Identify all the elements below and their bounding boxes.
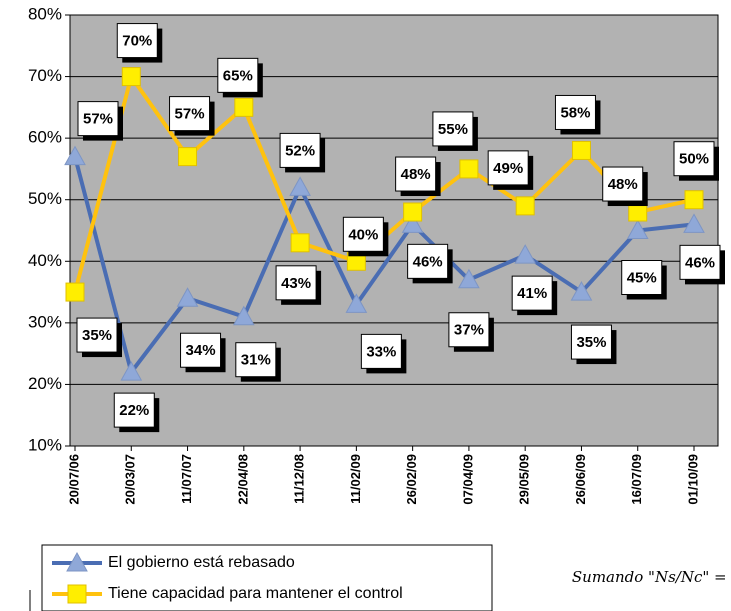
label-box [448, 312, 490, 348]
y-tick-label: 20% [28, 374, 62, 393]
marker [67, 584, 87, 604]
label-box [275, 265, 317, 301]
label-box [217, 57, 259, 93]
data-label: 52% [285, 142, 315, 159]
data-label: 33% [366, 343, 396, 360]
data-label: 22% [119, 402, 149, 419]
x-tick-label: 20/03/07 [123, 454, 138, 505]
marker [234, 97, 254, 117]
y-tick-label: 50% [28, 189, 62, 208]
data-label: 70% [122, 33, 152, 50]
marker [289, 176, 311, 196]
y-tick-label: 30% [28, 312, 62, 331]
label-box [116, 23, 158, 59]
annotation: Sumando "Ns/Nc" = 100 [572, 568, 731, 586]
data-label: 48% [608, 176, 638, 193]
marker [458, 268, 480, 289]
label-box [673, 141, 715, 177]
label-box [395, 156, 437, 192]
label-box [679, 244, 721, 280]
data-label: 48% [401, 166, 431, 183]
data-label: 45% [627, 269, 657, 286]
data-label: 40% [348, 226, 378, 243]
marker [570, 281, 593, 301]
label-box [511, 275, 553, 311]
marker [401, 213, 424, 233]
marker [403, 202, 423, 222]
x-tick-label: 01/10/09 [685, 454, 700, 505]
marker [66, 551, 88, 572]
marker [515, 196, 535, 216]
label-box [407, 243, 449, 279]
marker [683, 213, 705, 233]
legend-label: Tiene capacidad para mantener el control [108, 585, 403, 602]
marker [571, 140, 591, 160]
y-tick-label: 70% [28, 66, 62, 85]
label-box [432, 111, 474, 147]
data-label: 57% [175, 106, 205, 123]
data-label: 43% [281, 275, 311, 292]
x-tick-label: 11/12/08 [292, 454, 307, 504]
y-tick-label: 10% [28, 435, 62, 454]
x-tick-label: 07/04/09 [460, 454, 475, 505]
label-box [342, 216, 384, 252]
marker [345, 293, 368, 313]
data-label: 50% [679, 151, 709, 168]
legend-box [41, 544, 493, 611]
label-box [360, 333, 402, 369]
y-tick-label: 80% [28, 4, 62, 23]
data-label: 41% [517, 285, 547, 302]
data-label: 46% [413, 253, 443, 270]
label-box [180, 332, 222, 368]
data-label: 35% [82, 327, 112, 344]
label-box [113, 392, 155, 428]
label-box [76, 317, 118, 353]
data-label: 65% [223, 67, 253, 84]
label-box [77, 101, 119, 137]
data-label: 49% [493, 160, 523, 177]
x-tick-label: 29/05/09 [517, 454, 532, 505]
data-label: 35% [576, 334, 606, 351]
legend-label: El gobierno está rebasado [108, 554, 295, 571]
label-box [602, 166, 644, 202]
marker [176, 287, 199, 307]
x-tick-label: 11/07/07 [179, 454, 194, 504]
x-tick-label: 16/07/09 [629, 454, 644, 505]
marker [121, 67, 141, 87]
label-box [487, 150, 529, 186]
data-label: 57% [83, 111, 113, 128]
data-label: 55% [438, 121, 468, 138]
marker [64, 145, 86, 166]
data-label: 34% [186, 342, 216, 359]
marker [684, 190, 704, 210]
marker [65, 282, 85, 302]
x-tick-label: 22/04/08 [235, 454, 250, 505]
label-box [621, 260, 663, 295]
data-label: 37% [454, 322, 484, 339]
marker [459, 159, 479, 179]
marker [232, 305, 255, 326]
marker [178, 147, 198, 167]
label-box [279, 132, 321, 168]
x-tick-label: 11/02/09 [348, 454, 363, 504]
label-box [235, 342, 277, 378]
marker [514, 244, 537, 264]
marker [120, 361, 143, 381]
marker [290, 233, 310, 253]
label-box [570, 324, 612, 360]
x-tick-label: 26/02/09 [404, 454, 419, 505]
data-label: 46% [685, 254, 715, 271]
marker [626, 219, 649, 239]
series-line [73, 156, 695, 377]
y-tick-label: 40% [28, 251, 62, 270]
x-tick-label: 26/06/09 [573, 454, 588, 505]
data-label: 31% [241, 352, 271, 369]
y-tick-label: 60% [28, 128, 62, 147]
label-box [554, 94, 596, 130]
data-label: 58% [560, 104, 590, 121]
x-tick-label: 20/07/06 [66, 454, 81, 505]
label-box [169, 96, 211, 132]
